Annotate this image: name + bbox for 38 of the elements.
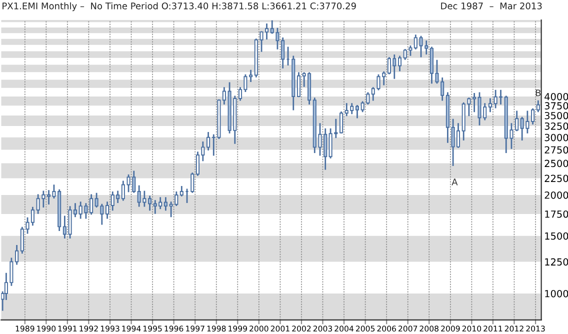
candlestick (164, 197, 168, 211)
candlestick (531, 108, 535, 125)
chart-title: PX1.EMI Monthly – No Time Period O:3713.40 H:3871.58 L:3661.21 C:3770.29 (2, 2, 356, 12)
chart-subtitle: Dec 1987 – Mar 2013 (441, 2, 542, 10)
y-tick-label: 2250 (544, 174, 568, 182)
candlestick (106, 202, 110, 219)
candlestick (536, 100, 540, 112)
candlestick (340, 112, 344, 134)
candlestick (190, 172, 194, 193)
y-tick-label: 3750 (544, 102, 568, 110)
candlestick (90, 194, 94, 215)
candlestick (121, 180, 125, 201)
y-tick-label: 1500 (545, 232, 568, 240)
y-tick-label: 3000 (544, 134, 568, 142)
annotation: B (536, 90, 541, 96)
candlestick (296, 72, 301, 98)
candlestick (206, 132, 210, 150)
y-tick-label: 1750 (545, 210, 568, 218)
annotation: A (452, 178, 458, 186)
y-tick-label: 1000 (545, 290, 568, 298)
candlestick (20, 226, 24, 254)
candlestick (398, 56, 402, 72)
candlestick (148, 196, 152, 211)
candlestick (515, 110, 519, 132)
y-tick-label: 2500 (544, 160, 568, 168)
y-tick-label: 3250 (544, 122, 568, 130)
candlestick (15, 244, 19, 265)
y-tick-label: 1250 (545, 258, 568, 266)
candlestick (249, 70, 253, 82)
candlestick (281, 37, 285, 68)
y-tick-label: 3500 (544, 112, 568, 120)
candlestick (62, 216, 66, 238)
candlestick (355, 104, 359, 118)
candlestick (440, 77, 444, 101)
y-tick-label: 2750 (544, 146, 568, 154)
y-tick-label: 2000 (544, 191, 568, 199)
candlestick (488, 98, 492, 112)
y-tick-label: 4000 (544, 92, 568, 100)
